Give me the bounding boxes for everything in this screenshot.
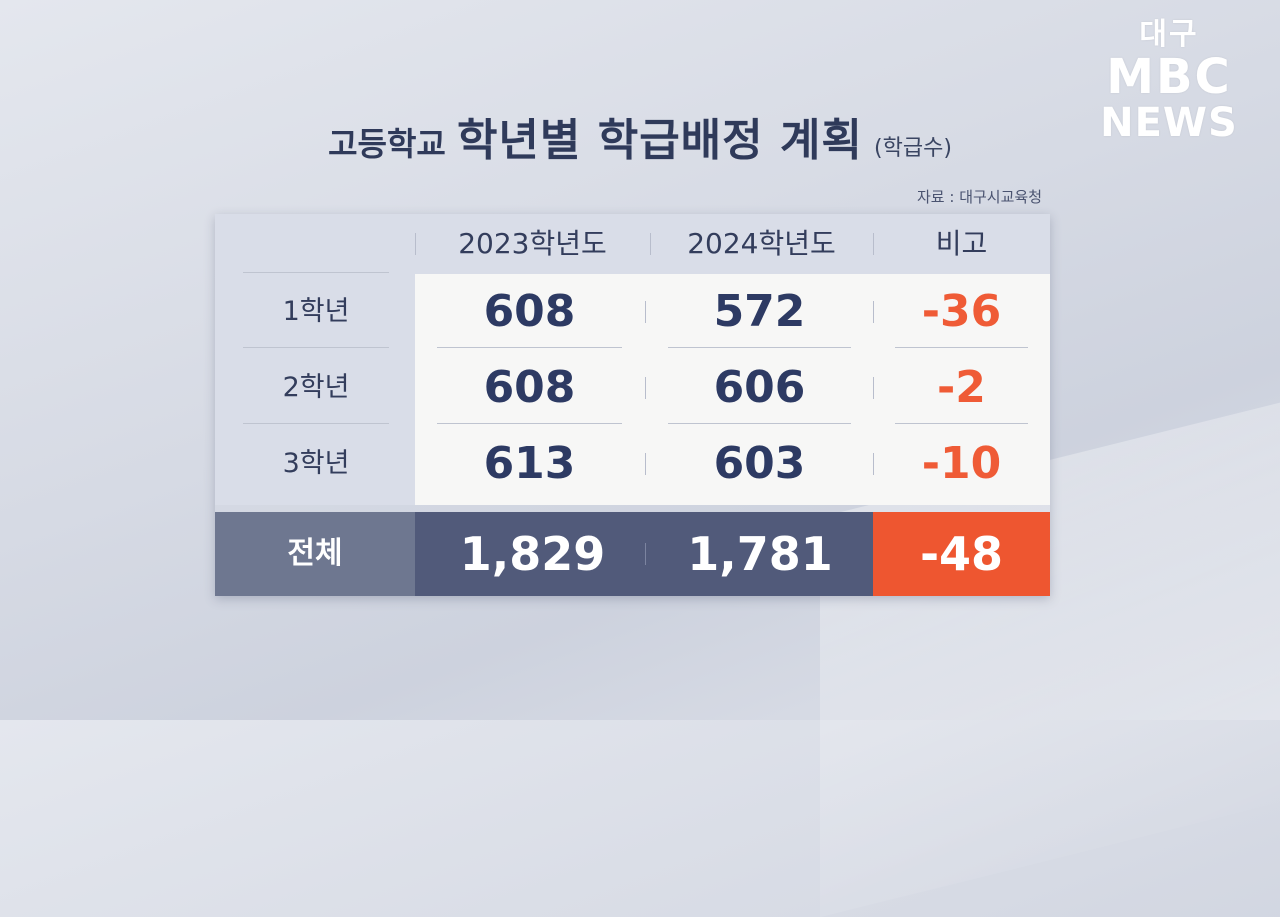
row-divider: [437, 347, 622, 348]
header-row: [215, 214, 1050, 274]
row-divider: [668, 347, 851, 348]
value-diff: -10: [921, 438, 1002, 489]
total-separator: [645, 543, 646, 565]
cell-separator: [645, 377, 646, 399]
row-divider: [895, 347, 1028, 348]
value-2024: 603: [713, 438, 806, 489]
row-label: 1학년: [282, 296, 350, 327]
cell-separator: [645, 453, 646, 475]
cell-separator: [873, 301, 874, 323]
chart-title: 고등학교 학년별 학급배정 계획 (학급수): [0, 104, 1280, 168]
header-separator: [415, 233, 416, 255]
total-diff: -48: [919, 527, 1004, 581]
value-2024: 606: [713, 362, 806, 413]
total-label: 전체: [287, 536, 343, 571]
source-note: 자료 : 대구시교육청: [917, 188, 1042, 206]
total-2023: 1,829: [459, 527, 606, 581]
total-label-background: [215, 512, 415, 596]
row-divider: [243, 423, 389, 424]
title-prefix: 고등학교: [328, 125, 446, 163]
logo-brand: MBC: [1106, 49, 1232, 105]
row-divider: [243, 272, 389, 273]
total-2024: 1,781: [687, 527, 833, 581]
value-2023: 608: [483, 286, 576, 337]
row-divider: [668, 423, 851, 424]
value-diff: -2: [937, 362, 986, 413]
header-separator: [873, 233, 874, 255]
data-table: 2023학년도 2024학년도 비고 1학년 608 572 -36 2학년 6…: [215, 214, 1050, 596]
column-header-2024: 2024학년도: [687, 227, 836, 260]
cell-separator: [873, 377, 874, 399]
row-divider: [437, 423, 622, 424]
row-label-column: [215, 274, 415, 505]
value-2023: 608: [483, 362, 576, 413]
total-data-background: [415, 512, 873, 596]
data-area: [415, 274, 1050, 505]
title-unit: (학급수): [874, 136, 952, 161]
broadcaster-logo: 대구 MBC NEWS: [1094, 17, 1244, 146]
row-divider: [243, 347, 389, 348]
logo-city: 대구: [1139, 17, 1199, 52]
row-label: 2학년: [282, 372, 350, 403]
column-header-2023: 2023학년도: [458, 227, 607, 260]
value-2023: 613: [483, 438, 576, 489]
cell-separator: [873, 453, 874, 475]
header-separator: [650, 233, 651, 255]
total-row: 전체 1,829 1,781 -48: [215, 512, 1050, 596]
total-diff-background: [873, 512, 1050, 596]
row-divider: [895, 423, 1028, 424]
value-diff: -36: [921, 286, 1002, 337]
value-2024: 572: [713, 286, 806, 337]
row-label: 3학년: [282, 448, 350, 479]
title-main: 학년별 학급배정 계획: [456, 115, 863, 166]
column-header-note: 비고: [935, 227, 988, 260]
cell-separator: [645, 301, 646, 323]
logo-sub: NEWS: [1100, 100, 1238, 146]
